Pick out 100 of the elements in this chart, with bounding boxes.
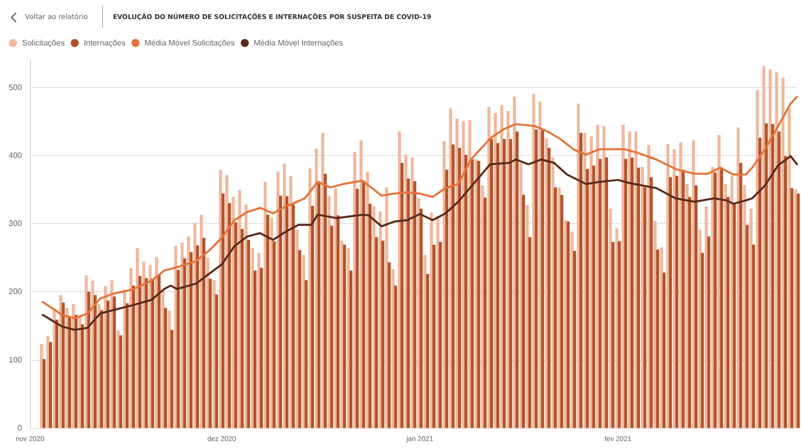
bar xyxy=(688,196,692,428)
bar xyxy=(298,250,302,428)
bar xyxy=(746,224,749,428)
bar xyxy=(541,130,544,428)
bar xyxy=(353,152,356,428)
bar xyxy=(758,138,762,428)
bar xyxy=(566,222,570,428)
bar xyxy=(790,188,794,428)
bar xyxy=(183,258,186,428)
bar xyxy=(342,244,346,428)
bar xyxy=(406,178,410,428)
bar xyxy=(647,145,650,428)
bar xyxy=(558,187,561,428)
bar xyxy=(116,330,120,428)
bar xyxy=(764,123,768,428)
bar xyxy=(222,194,225,428)
bar xyxy=(784,156,787,428)
bar xyxy=(42,359,46,428)
y-tick-label: 100 xyxy=(8,355,23,364)
bar xyxy=(87,292,90,428)
bar xyxy=(119,335,122,428)
bar xyxy=(528,237,532,428)
bar xyxy=(420,208,423,428)
bar xyxy=(285,196,288,428)
bar xyxy=(700,252,704,428)
bar xyxy=(656,249,660,428)
bar xyxy=(438,242,442,428)
bar xyxy=(202,238,206,428)
bar xyxy=(388,262,391,428)
bar xyxy=(714,172,717,428)
bar xyxy=(662,272,666,428)
bar xyxy=(368,204,372,428)
bar xyxy=(321,132,324,428)
legend-label: Média Móvel Solicitações xyxy=(144,38,235,48)
line-series xyxy=(42,96,798,320)
y-tick-label: 500 xyxy=(8,82,23,92)
line-series xyxy=(42,155,798,331)
bar xyxy=(394,286,398,428)
bar xyxy=(611,242,614,428)
bar xyxy=(144,278,148,428)
bar xyxy=(292,204,295,428)
bar xyxy=(726,196,730,428)
bar xyxy=(400,162,404,428)
bar xyxy=(304,280,308,428)
bar xyxy=(586,169,589,428)
y-tick-label: 200 xyxy=(8,287,23,296)
bar xyxy=(592,166,596,428)
bar xyxy=(279,196,282,428)
bar xyxy=(452,144,455,428)
bar xyxy=(630,157,634,428)
bar xyxy=(490,139,493,428)
y-tick-label: 400 xyxy=(8,150,23,160)
bar xyxy=(381,240,384,428)
bar xyxy=(643,187,646,428)
bar xyxy=(196,245,199,428)
bar xyxy=(68,316,72,428)
bar xyxy=(266,214,270,428)
bar xyxy=(624,158,628,428)
bar xyxy=(579,132,582,428)
bar xyxy=(796,194,800,428)
legend-label: Solicitações xyxy=(22,38,65,48)
bar xyxy=(80,324,84,428)
bar xyxy=(247,240,250,428)
bar xyxy=(410,157,414,428)
bar xyxy=(94,295,97,428)
bar xyxy=(470,159,474,428)
legend-label: Internações xyxy=(84,38,126,48)
bar xyxy=(432,244,436,428)
bar xyxy=(253,270,256,428)
bar xyxy=(464,154,468,428)
bar xyxy=(100,310,104,428)
bar xyxy=(311,206,314,428)
bar xyxy=(548,148,550,428)
bar xyxy=(477,160,480,428)
bar xyxy=(694,185,698,428)
bar xyxy=(573,250,576,428)
bar xyxy=(605,157,608,428)
bar xyxy=(704,206,708,428)
bar xyxy=(636,168,640,428)
bar xyxy=(260,268,263,428)
bar xyxy=(534,130,538,428)
bar xyxy=(484,198,487,428)
bar xyxy=(736,127,740,428)
bar xyxy=(208,278,212,428)
bar xyxy=(48,342,52,428)
bar xyxy=(317,181,320,428)
bar xyxy=(215,294,218,428)
bar xyxy=(349,270,352,428)
legend-label: Média Móvel Internações xyxy=(254,38,344,48)
bar xyxy=(771,124,774,428)
bar xyxy=(228,203,231,428)
bar xyxy=(126,303,129,428)
bar xyxy=(732,204,736,428)
y-tick-label: 300 xyxy=(8,219,23,228)
bar xyxy=(675,176,678,428)
bar xyxy=(356,188,359,428)
bar xyxy=(794,189,798,428)
bar xyxy=(330,226,334,428)
bar xyxy=(336,215,340,428)
bar xyxy=(362,180,366,428)
